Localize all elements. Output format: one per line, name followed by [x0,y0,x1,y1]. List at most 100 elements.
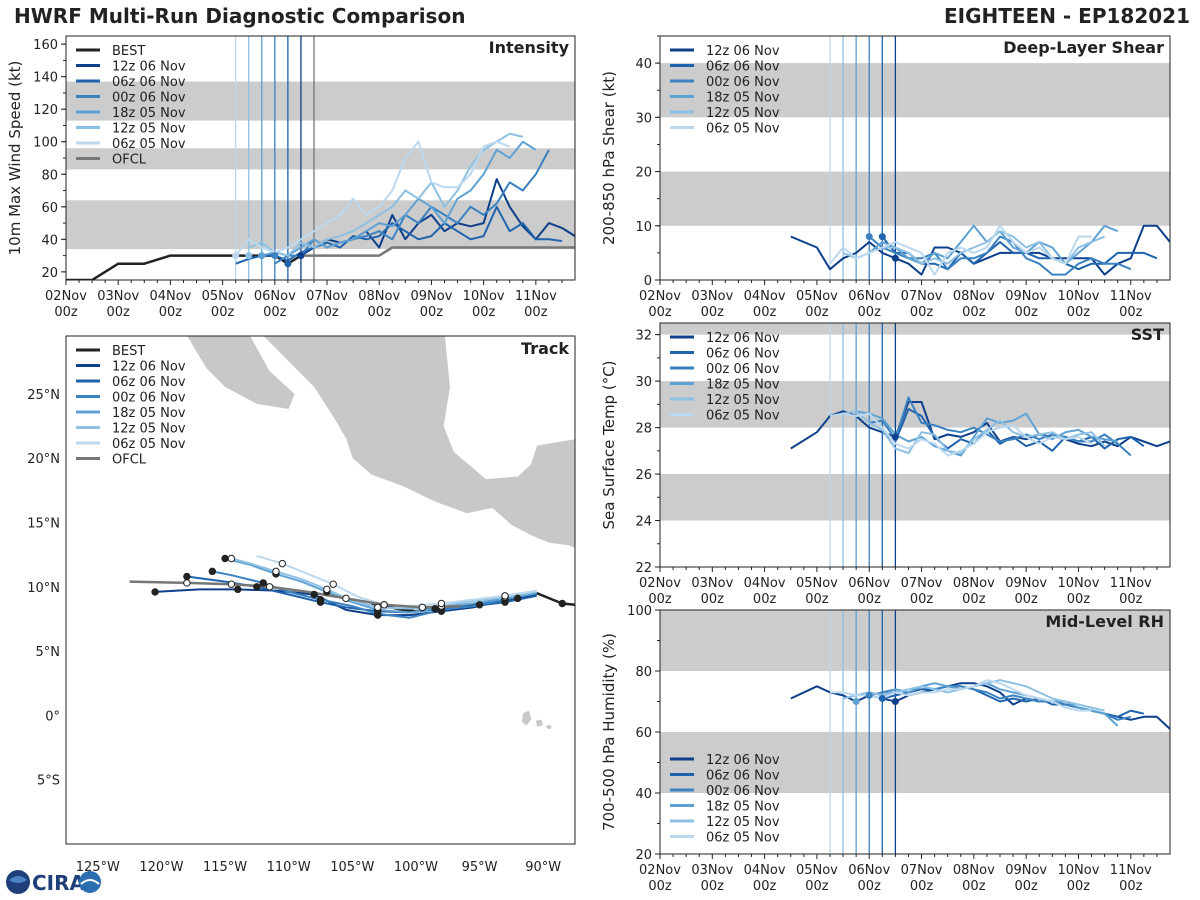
y-axis-label: 200-850 hPa Shear (kt) [600,71,618,245]
x-tick-label: 07Nov [901,289,943,304]
lon-tick-label: 115°W [203,860,247,875]
y-tick-label: 100 [33,136,58,151]
x-tick-label: 09Nov [1005,289,1047,304]
plot-area [66,36,575,280]
panel-title: Mid-Level RH [1045,612,1164,631]
series-line-12z-05-nov [248,132,524,257]
x-tick-label: 08Nov [953,289,995,304]
x-tick-label: 08Nov [358,289,400,304]
x-tick-label: 00z [1014,592,1038,607]
legend-label: 06z 05 Nov [112,437,186,452]
lat-tick-label: 25°N [27,388,60,403]
series-line-00z-06-nov [868,235,1132,276]
threshold-band [660,474,1170,521]
series-line-06z-05-nov [234,140,511,257]
panel-shear: 01020304002Nov00z03Nov00z04Nov00z05Nov00… [600,35,1171,320]
page-title: HWRF Multi-Run Diagnostic Comparison [14,4,466,28]
init-marker [878,694,886,702]
lat-tick-label: 0° [45,709,60,724]
y-tick-label: 30 [635,375,652,390]
lat-tick-label: 10°N [27,581,60,596]
legend-label: 06z 05 Nov [706,831,780,846]
x-tick-label: 10Nov [1058,576,1100,591]
lon-tick-label: 120°W [139,860,183,875]
island [521,709,533,727]
x-tick-label: 00z [1119,592,1143,607]
lon-tick-label: 110°W [267,860,311,875]
lat-tick-label: 15°N [27,516,60,531]
x-tick-label: 00z [1119,305,1143,320]
x-tick-label: 02Nov [45,289,87,304]
threshold-band [66,148,575,170]
legend-label: BEST [112,44,145,59]
init-marker [878,233,886,241]
x-tick-label: 05Nov [796,863,838,878]
legend-label: BEST [112,344,145,359]
init-marker [891,698,899,705]
x-tick-label: 10Nov [463,289,505,304]
track-point [151,588,159,596]
x-tick-label: 00z [805,592,829,607]
init-marker [245,252,253,260]
series-line-06z-05-nov [829,224,1092,276]
y-axis-label: 700-500 hPa Humidity (%) [600,633,618,831]
track-point [316,595,325,604]
series-line-12z-06-nov [790,224,1170,276]
x-tick-label: 09Nov [1005,863,1047,878]
legend-label: 12z 05 Nov [112,122,186,137]
gulf-water [443,336,575,480]
x-tick-label: 09Nov [1005,576,1047,591]
cira-logo: CIRA [6,870,101,895]
panel-title: Track [521,339,569,358]
track-point [475,601,484,609]
panel-title: SST [1131,325,1164,344]
x-tick-label: 00z [420,305,444,320]
track-point [208,567,217,576]
logo-emblem-icon [79,871,101,893]
legend-label: 12z 06 Nov [706,331,780,346]
x-tick-label: 02Nov [639,863,681,878]
x-tick-label: 06Nov [848,576,890,591]
track-point [272,567,280,576]
threshold-band [660,732,1170,793]
island [545,724,553,730]
y-axis-label: 10m Max Wind Speed (kt) [6,61,24,256]
x-tick-label: 00z [805,305,829,320]
y-tick-label: 10 [635,220,652,235]
x-tick-label: 00z [910,305,934,320]
x-tick-label: 00z [701,592,725,607]
x-tick-label: 05Nov [202,289,244,304]
x-tick-label: 00z [107,305,131,320]
panel-sst: 22242628303202Nov00z03Nov00z04Nov00z05No… [600,322,1171,607]
x-tick-label: 00z [962,592,986,607]
map-frame [65,335,576,845]
lon-tick-label: 100°W [394,860,438,875]
track-point [437,599,446,608]
axes-frame [659,322,1171,568]
track-point [259,579,267,587]
legend-label: 12z 05 Nov [112,422,186,437]
legend-label: 00z 06 Nov [112,391,186,406]
panel-title: Intensity [489,38,570,57]
track-line-06z-06-nov [186,575,537,614]
x-tick-label: 11Nov [1110,576,1152,591]
y-tick-label: 40 [635,787,652,802]
storm-id: EIGHTEEN - EP182021 [943,4,1190,28]
track-point [310,590,318,599]
threshold-band [660,610,1170,671]
track-point [265,583,274,591]
legend-label: 00z 06 Nov [706,75,780,90]
x-tick-label: 00z [753,592,777,607]
legend-label: 18z 05 Nov [112,106,186,121]
x-tick-label: 00z [159,305,183,320]
init-marker [271,252,279,260]
lat-tick-label: 20°N [27,452,60,467]
x-tick-label: 04Nov [744,289,786,304]
legend-label: 06z 06 Nov [112,75,186,90]
x-tick-label: 00z [858,305,882,320]
legend-label: 12z 05 Nov [706,106,780,121]
panel-intensity: 2040608010012014016002Nov00z03Nov00z04No… [6,35,576,320]
panel-track: 125°W 120°W 115°W 110°W 105°W 100°W 95°W 90°W 25… [27,335,576,875]
init-marker [852,698,860,705]
